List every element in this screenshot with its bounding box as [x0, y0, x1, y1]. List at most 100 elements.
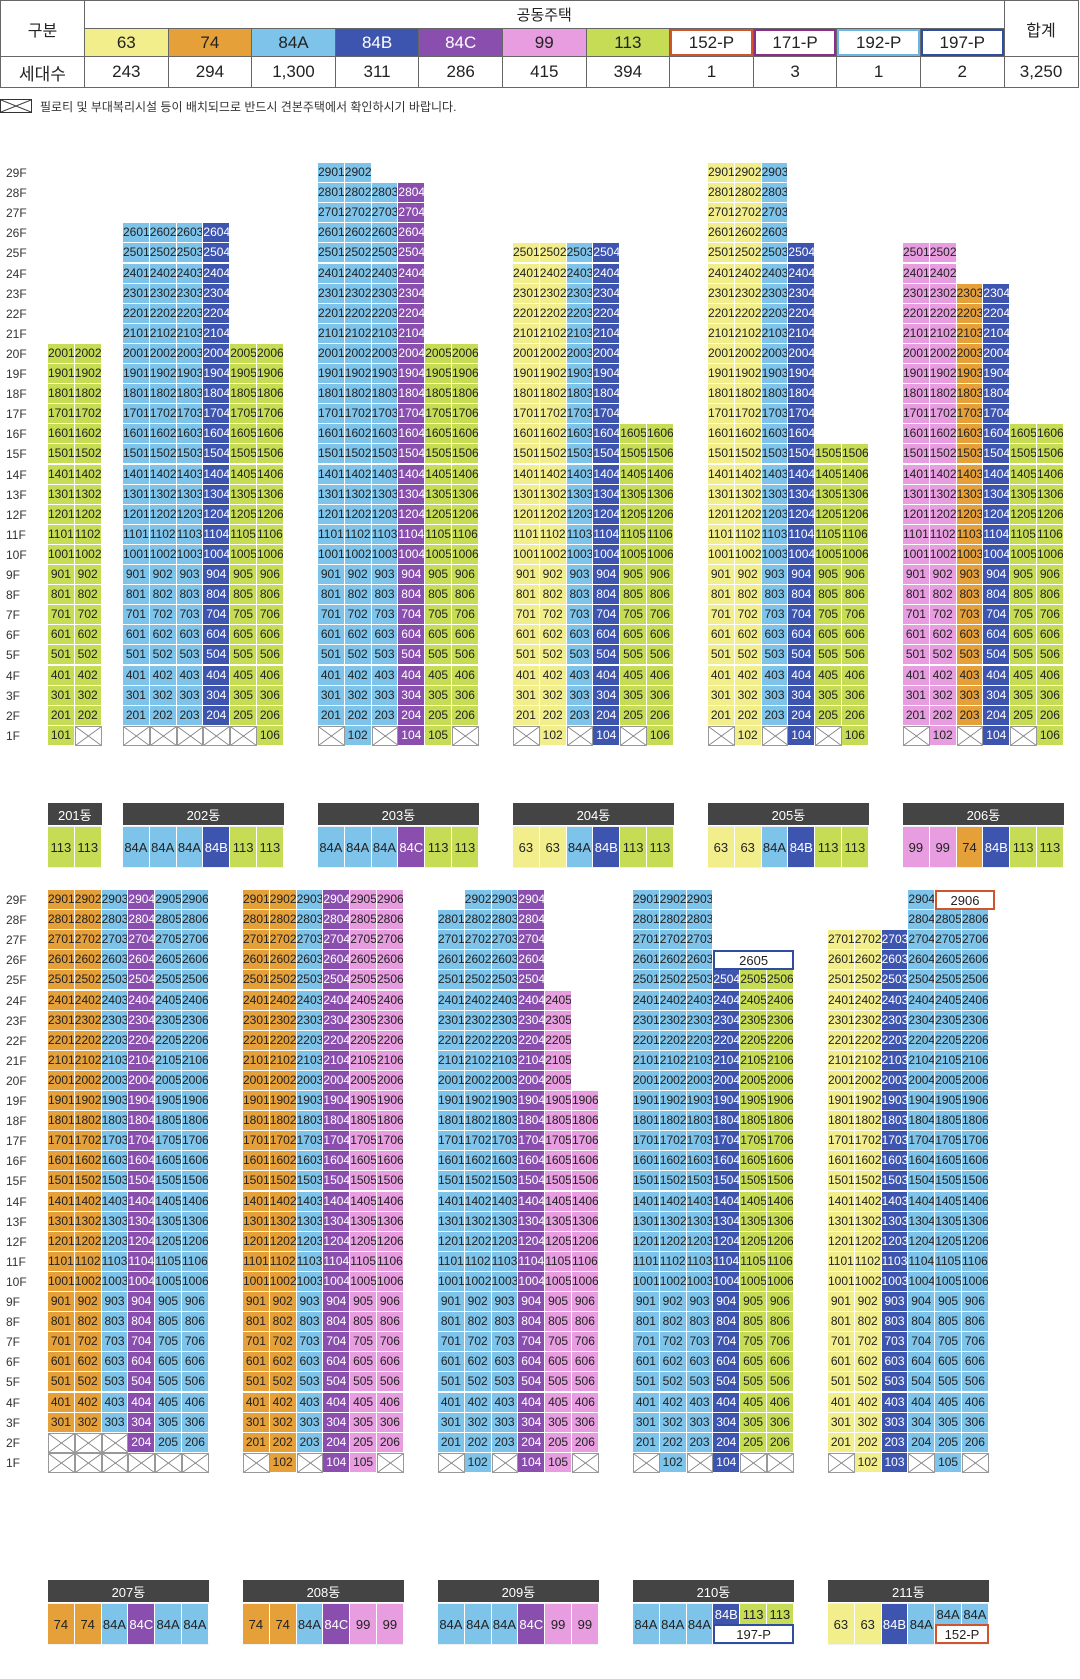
unit-cell: 405 — [740, 1392, 767, 1413]
unit-cell: 1606 — [182, 1151, 209, 1172]
unit-cell: 402 — [464, 1392, 492, 1413]
unit-cell: 806 — [647, 585, 674, 606]
unit-cell: 1901 — [633, 1091, 660, 1112]
unit-cell: 1706 — [257, 404, 284, 425]
unit-cell: 606 — [452, 625, 479, 646]
unit-cell: 304 — [203, 685, 231, 706]
unit-cell: 501 — [633, 1372, 660, 1393]
unit-cell: 705 — [155, 1332, 182, 1353]
unit-cell: 906 — [767, 1292, 794, 1313]
unit-cell: 1506 — [257, 444, 284, 465]
unit-cell: 901 — [903, 565, 930, 586]
unit-cell: 1601 — [708, 424, 735, 445]
unit-cell: 2202 — [734, 303, 762, 324]
unit-cell: 604 — [518, 1352, 546, 1373]
unit-cell: 704 — [908, 1332, 936, 1353]
unit-cell: 1005 — [815, 544, 842, 565]
unit-cell: 803 — [761, 585, 789, 606]
unit-cell: 2105 — [740, 1050, 767, 1071]
unit-cell: 304 — [908, 1412, 936, 1433]
unit-cell: 2801 — [48, 910, 75, 931]
unit-cell: 1802 — [74, 384, 102, 405]
unit-cell: 2002 — [539, 343, 567, 364]
unit-cell: 405 — [425, 665, 452, 686]
unit-cell: 2703 — [686, 930, 714, 951]
unit-cell: 1503 — [296, 1171, 324, 1192]
unit-cell: 2805 — [935, 910, 962, 931]
unit-cell: 405 — [230, 665, 257, 686]
unit-cell: 905 — [620, 565, 647, 586]
unit-cell: 403 — [956, 665, 984, 686]
type-cell: 84C — [518, 1604, 546, 1644]
unit-cell: 1606 — [647, 424, 674, 445]
unit-cell: 102 — [929, 725, 957, 746]
unit-cell: 901 — [828, 1292, 855, 1313]
floor-label: 26F — [6, 226, 27, 241]
unit-cell: 1402 — [149, 464, 177, 485]
unit-cell: 504 — [908, 1372, 936, 1393]
unit-cell: 706 — [182, 1332, 209, 1353]
unit-cell: 1505 — [740, 1171, 767, 1192]
unit-cell: 2602 — [854, 950, 882, 971]
unit-cell: 2005 — [425, 343, 452, 364]
unit-cell: 2904 — [518, 890, 546, 911]
floor-label: 9F — [6, 568, 21, 582]
unit-cell: 1301 — [123, 484, 150, 505]
unit-cell: 804 — [713, 1312, 741, 1333]
unit-cell: 705 — [1010, 605, 1037, 626]
unit-cell: 2901 — [48, 890, 75, 911]
unit-cell: 1602 — [269, 1151, 297, 1172]
unit-cell: 1301 — [828, 1211, 855, 1232]
unit-cell: 306 — [572, 1412, 599, 1433]
unit-cell: 2901 — [708, 163, 735, 184]
unit-cell: 1101 — [708, 524, 735, 545]
unit-cell: 605 — [155, 1352, 182, 1373]
unit-cell: 1204 — [398, 504, 426, 525]
unit-cell: 1901 — [708, 364, 735, 385]
unit-cell: 2801 — [633, 910, 660, 931]
unit-cell: 1003 — [956, 544, 984, 565]
unit-cell: 1704 — [788, 404, 816, 425]
type-cell: 113 — [48, 827, 75, 867]
unit-cell: 406 — [962, 1392, 989, 1413]
unit-cell: 2102 — [74, 1050, 102, 1071]
unit-cell: 402 — [659, 1392, 687, 1413]
unit-cell: 201 — [708, 705, 735, 726]
unit-cell: 102 — [539, 725, 567, 746]
unit-cell: 1306 — [842, 484, 869, 505]
unit-cell: 1805 — [545, 1111, 572, 1132]
unit-cell: 1902 — [854, 1091, 882, 1112]
pilotis-cell — [956, 725, 984, 746]
unit-cell: 1003 — [761, 544, 789, 565]
unit-cell: 503 — [101, 1372, 129, 1393]
unit-cell: 1804 — [128, 1111, 156, 1132]
unit-cell: 2602 — [734, 223, 762, 244]
unit-cell: 1905 — [935, 1091, 962, 1112]
unit-cell: 2302 — [854, 1010, 882, 1031]
unit-cell: 1505 — [230, 444, 257, 465]
unit-cell: 501 — [243, 1372, 270, 1393]
unit-cell: 105 — [545, 1452, 572, 1473]
unit-cell: 306 — [1037, 685, 1064, 706]
unit-cell: 2102 — [344, 323, 372, 344]
unit-cell: 1001 — [48, 1271, 75, 1292]
unit-cell: 1603 — [881, 1151, 909, 1172]
unit-cell: 605 — [815, 625, 842, 646]
unit-cell: 205 — [815, 705, 842, 726]
unit-cell: 502 — [929, 645, 957, 666]
unit-cell: 705 — [740, 1332, 767, 1353]
unit-cell: 1703 — [296, 1131, 324, 1152]
unit-cell: 1202 — [539, 504, 567, 525]
unit-cell: 2604 — [398, 223, 426, 244]
unit-cell: 2802 — [344, 183, 372, 204]
unit-cell: 2001 — [48, 1070, 75, 1091]
unit-cell: 1605 — [935, 1151, 962, 1172]
unit-cell: 1204 — [713, 1231, 741, 1252]
unit-cell: 1202 — [149, 504, 177, 525]
unit-cell: 1904 — [128, 1091, 156, 1112]
unit-cell: 1404 — [398, 464, 426, 485]
unit-cell: 1704 — [713, 1131, 741, 1152]
unit-cell: 802 — [734, 585, 762, 606]
unit-cell: 2301 — [123, 283, 150, 304]
unit-cell: 1006 — [1037, 544, 1064, 565]
